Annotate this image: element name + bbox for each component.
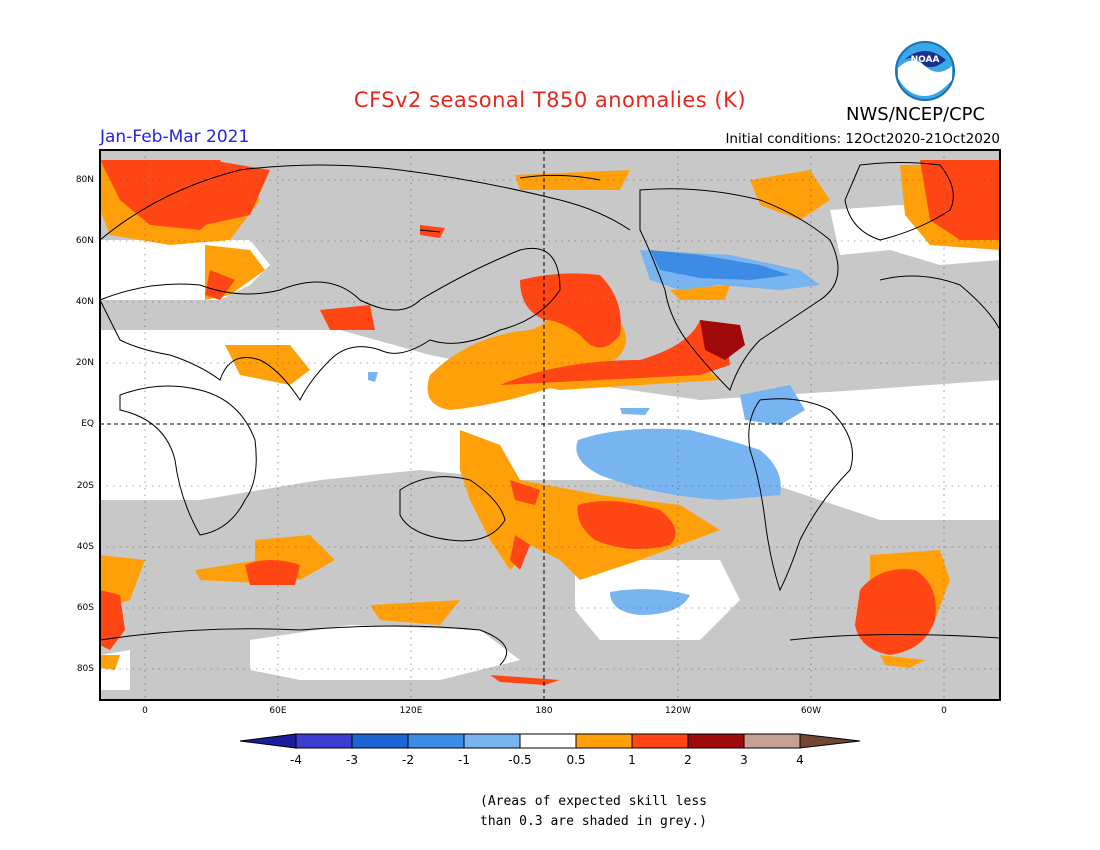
skill-note: (Areas of expected skill less than 0.3 a… (480, 794, 707, 829)
colorbar-swatch (351, 733, 409, 749)
coastlines (99, 162, 1001, 666)
chart-title: CFSv2 seasonal T850 anomalies (K) (353, 88, 747, 112)
lon-label: 60W (800, 706, 822, 716)
colorbar-label: 4 (796, 753, 804, 767)
logo-text: NOAA (911, 55, 940, 65)
season-label: Jan-Feb-Mar 2021 (100, 127, 250, 147)
lat-label: 20S (76, 481, 94, 491)
initial-conditions-label: Initial conditions: 12Oct2020-21Oct2020 (725, 131, 1000, 147)
lat-label: EQ (81, 419, 94, 429)
lat-label: 40N (75, 297, 94, 307)
lon-label: 120W (664, 706, 692, 716)
colorbar-label: -2 (402, 753, 414, 767)
colorbar-swatch (743, 733, 801, 749)
lat-label: 60S (76, 603, 94, 613)
agency-label: NWS/NCEP/CPC (846, 104, 986, 125)
lon-label: 120E (399, 706, 423, 716)
colorbar-swatch (575, 733, 633, 749)
lat-label: 80N (75, 175, 94, 185)
colorbar-label: 1 (628, 753, 636, 767)
lon-label: 0 (941, 706, 947, 716)
colorbar-label: 3 (740, 753, 748, 767)
colorbar-swatch (631, 733, 689, 749)
lat-label: 20N (75, 358, 94, 368)
positive-anomaly-2-3 (700, 320, 745, 360)
colorbar-label: -0.5 (508, 753, 532, 767)
colorbar-swatch (463, 733, 521, 749)
colorbar (239, 733, 861, 749)
grid-lines (100, 150, 1000, 700)
colorbar-swatch (519, 733, 577, 749)
colorbar-arrow-right (799, 733, 861, 749)
colorbar-label: 0.5 (566, 753, 586, 767)
equator-dateline (100, 150, 1000, 700)
colorbar-swatch (687, 733, 745, 749)
colorbar-swatch (295, 733, 353, 749)
lon-label: 180 (535, 706, 553, 716)
colorbar-swatch (407, 733, 465, 749)
negative-anomaly-1-2 (650, 250, 790, 280)
noaa-logo: NOAA (894, 40, 956, 106)
lat-label: 40S (76, 542, 94, 552)
positive-anomaly-1-2 (100, 160, 1000, 685)
colorbar-label: -4 (290, 753, 302, 767)
colorbar-label: -1 (458, 753, 470, 767)
lat-label: 60N (75, 236, 94, 246)
colorbar-label: 2 (684, 753, 692, 767)
lon-label: 60E (269, 706, 287, 716)
colorbar-label: -3 (346, 753, 358, 767)
map-frame (99, 149, 1001, 701)
lon-label: 0 (142, 706, 148, 716)
colorbar-arrow-left (239, 733, 297, 749)
lat-label: 80S (76, 664, 94, 674)
